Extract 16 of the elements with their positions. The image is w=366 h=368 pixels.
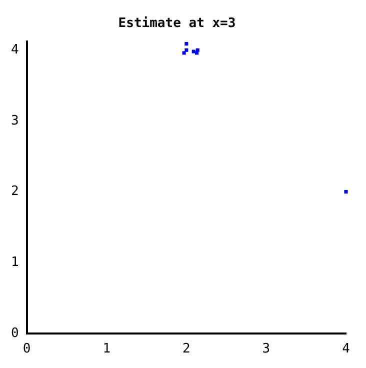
y-tick-label: 4 <box>11 42 19 58</box>
x-tick-label: 2 <box>182 342 190 357</box>
x-tick-label: 1 <box>102 342 111 357</box>
point <box>192 50 196 54</box>
y-tick-label: 3 <box>11 113 19 128</box>
y-tick-label: 1 <box>11 254 19 270</box>
x-tick-label: 0 <box>22 342 31 357</box>
x-tick-label: 4 <box>342 342 350 357</box>
point <box>182 51 186 55</box>
y-tick-label: 2 <box>11 184 19 200</box>
point <box>196 48 200 52</box>
point <box>344 190 348 194</box>
y-tick-label: 0 <box>11 326 19 341</box>
point <box>184 42 188 46</box>
chart-title: Estimate at x=3 <box>118 16 236 32</box>
x-tick-label: 3 <box>262 342 270 357</box>
